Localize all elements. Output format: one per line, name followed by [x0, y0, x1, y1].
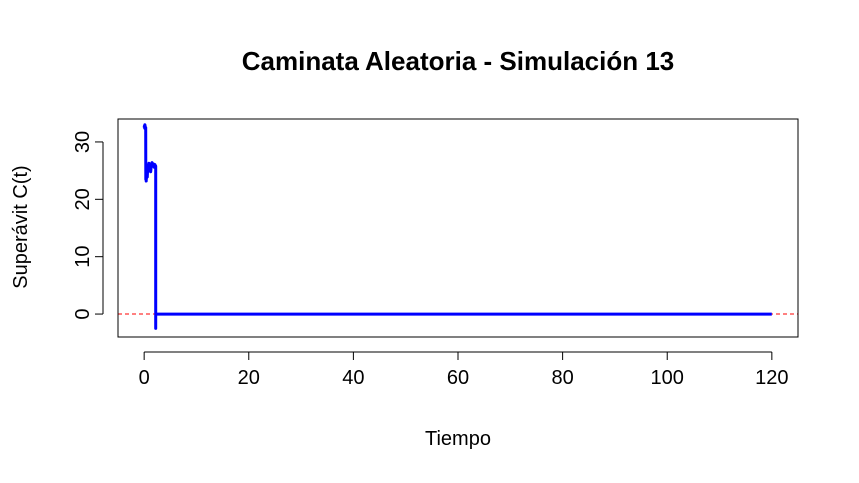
y-tick-label: 20 — [72, 188, 94, 210]
x-tick-label: 120 — [755, 367, 788, 389]
y-axis: 0 10 20 30 — [72, 131, 104, 320]
chart-title: Caminata Aleatoria - Simulación 13 — [242, 46, 675, 76]
x-tick-label: 20 — [238, 367, 260, 389]
y-axis-label: Superávit C(t) — [10, 165, 32, 288]
y-tick-label: 10 — [72, 246, 94, 268]
y-tick-label: 0 — [72, 308, 94, 319]
plot-area — [118, 123, 798, 330]
x-tick-label: 100 — [651, 367, 684, 389]
x-tick-label: 60 — [447, 367, 469, 389]
x-axis: 0 20 40 60 80 100 120 — [139, 351, 789, 389]
plot-frame — [117, 118, 799, 338]
x-tick-label: 40 — [342, 367, 364, 389]
series-line-0 — [142, 123, 772, 330]
x-tick-label: 0 — [139, 367, 150, 389]
x-axis-label: Tiempo — [425, 428, 491, 450]
y-tick-label: 30 — [72, 131, 94, 153]
x-tick-label: 80 — [551, 367, 573, 389]
